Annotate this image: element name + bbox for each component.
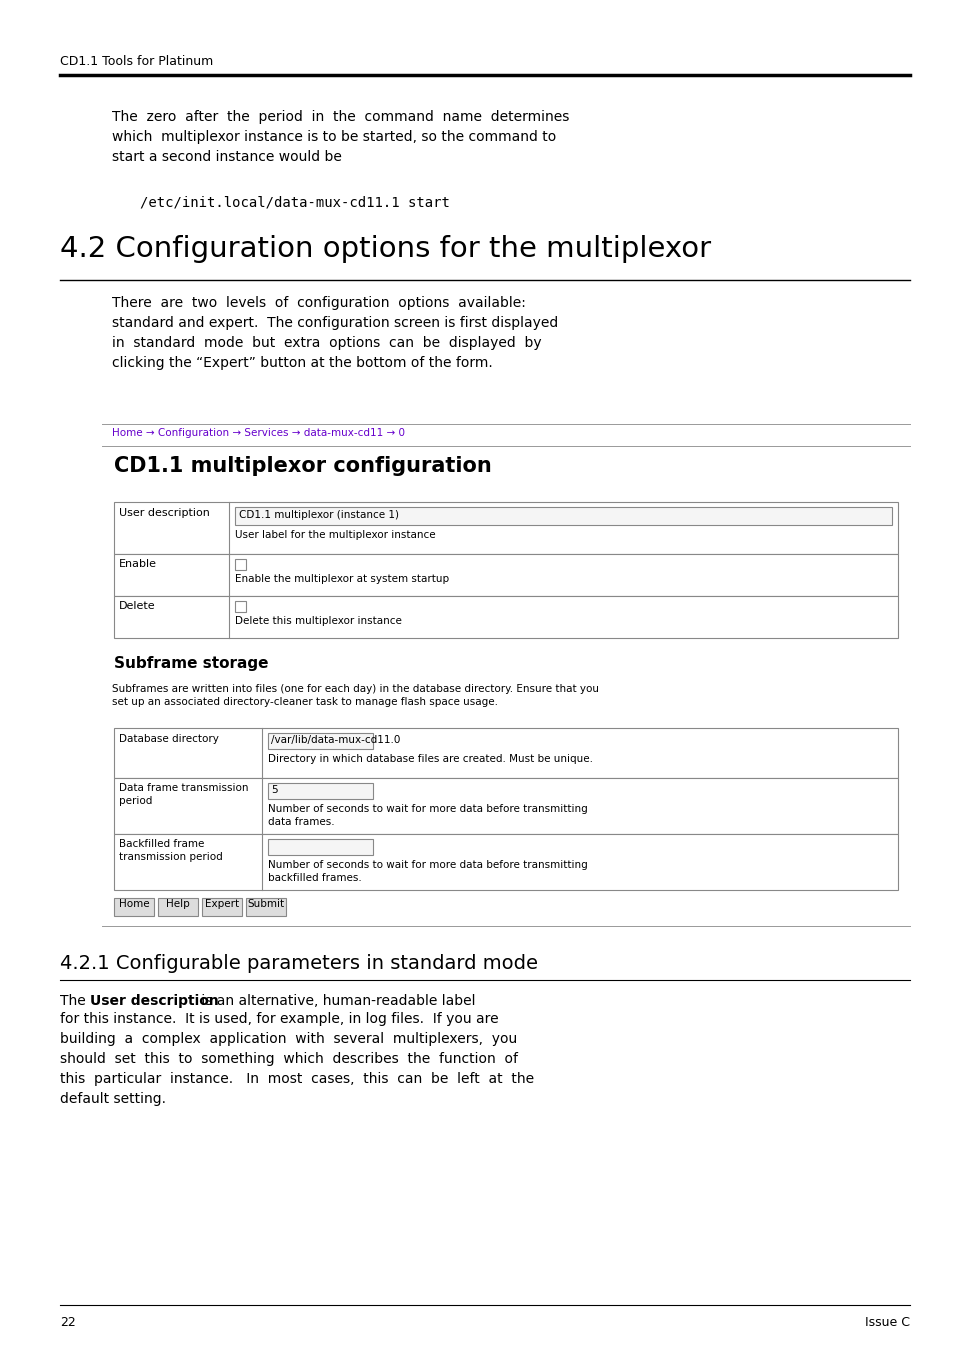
- Text: Number of seconds to wait for more data before transmitting
backfilled frames.: Number of seconds to wait for more data …: [268, 861, 587, 884]
- Text: CD1.1 Tools for Platinum: CD1.1 Tools for Platinum: [60, 55, 213, 68]
- Text: Submit: Submit: [247, 898, 284, 909]
- Text: Enable: Enable: [119, 559, 157, 569]
- Bar: [234, 601, 246, 612]
- Text: Home: Home: [118, 898, 150, 909]
- Text: Subframe storage: Subframe storage: [113, 657, 268, 671]
- Bar: [113, 503, 897, 554]
- Text: Delete this multiplexor instance: Delete this multiplexor instance: [234, 616, 401, 626]
- Bar: [246, 898, 286, 916]
- Text: 4.2.1 Configurable parameters in standard mode: 4.2.1 Configurable parameters in standar…: [60, 954, 537, 973]
- Text: Expert: Expert: [205, 898, 239, 909]
- Text: /var/lib/data-mux-cd11.0: /var/lib/data-mux-cd11.0: [271, 735, 400, 744]
- Text: Backfilled frame
transmission period: Backfilled frame transmission period: [119, 839, 222, 862]
- Text: Number of seconds to wait for more data before transmitting
data frames.: Number of seconds to wait for more data …: [268, 804, 587, 827]
- Bar: [268, 839, 373, 855]
- Text: User description: User description: [90, 994, 218, 1008]
- Bar: [268, 734, 373, 748]
- Text: There  are  two  levels  of  configuration  options  available:
standard and exp: There are two levels of configuration op…: [112, 296, 558, 370]
- Bar: [158, 898, 198, 916]
- Bar: [234, 559, 246, 570]
- Text: User description: User description: [119, 508, 210, 517]
- Text: User label for the multiplexor instance: User label for the multiplexor instance: [234, 530, 436, 540]
- Text: /etc/init.local/data-mux-cd11.1 start: /etc/init.local/data-mux-cd11.1 start: [140, 195, 450, 209]
- Bar: [113, 554, 897, 596]
- Text: Data frame transmission
period: Data frame transmission period: [119, 784, 248, 807]
- Bar: [113, 728, 897, 778]
- Text: Subframes are written into files (one for each day) in the database directory. E: Subframes are written into files (one fo…: [112, 684, 598, 707]
- Text: Database directory: Database directory: [119, 734, 218, 744]
- Text: is an alternative, human-readable label: is an alternative, human-readable label: [196, 994, 475, 1008]
- Bar: [113, 898, 153, 916]
- Bar: [113, 778, 897, 834]
- Text: Enable the multiplexor at system startup: Enable the multiplexor at system startup: [234, 574, 449, 584]
- Text: The: The: [60, 994, 90, 1008]
- Text: CD1.1 multiplexor (instance 1): CD1.1 multiplexor (instance 1): [239, 509, 398, 520]
- Text: The  zero  after  the  period  in  the  command  name  determines
which  multipl: The zero after the period in the command…: [112, 109, 569, 163]
- Text: for this instance.  It is used, for example, in log files.  If you are
building : for this instance. It is used, for examp…: [60, 1012, 534, 1106]
- Text: Issue C: Issue C: [864, 1316, 909, 1329]
- Text: Help: Help: [166, 898, 190, 909]
- Text: Home → Configuration → Services → data-mux-cd11 → 0: Home → Configuration → Services → data-m…: [112, 428, 405, 438]
- Bar: [113, 596, 897, 638]
- Bar: [202, 898, 242, 916]
- Text: 22: 22: [60, 1316, 75, 1329]
- Text: 5: 5: [271, 785, 277, 794]
- Text: 4.2 Configuration options for the multiplexor: 4.2 Configuration options for the multip…: [60, 235, 710, 263]
- Text: CD1.1 multiplexor configuration: CD1.1 multiplexor configuration: [113, 457, 491, 476]
- Text: Delete: Delete: [119, 601, 155, 611]
- Bar: [234, 507, 891, 526]
- Bar: [113, 834, 897, 890]
- Bar: [268, 784, 373, 798]
- Text: Directory in which database files are created. Must be unique.: Directory in which database files are cr…: [268, 754, 593, 765]
